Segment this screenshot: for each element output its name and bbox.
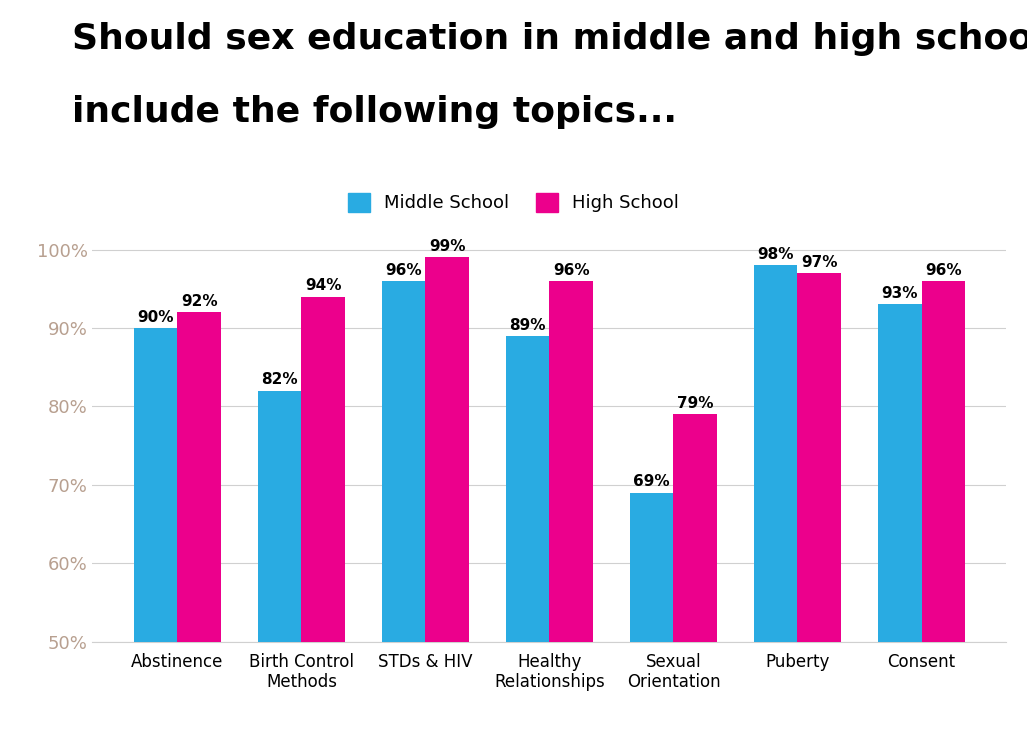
Text: 69%: 69%: [634, 475, 670, 489]
Bar: [506, 336, 549, 729]
Bar: [754, 265, 798, 729]
Legend: Middle School, High School: Middle School, High School: [339, 184, 688, 222]
Text: 96%: 96%: [553, 262, 589, 278]
Bar: [921, 281, 965, 729]
Bar: [178, 312, 221, 729]
Bar: [425, 257, 469, 729]
Bar: [630, 493, 674, 729]
Bar: [549, 281, 593, 729]
Bar: [798, 273, 841, 729]
Text: 99%: 99%: [429, 239, 465, 254]
Text: 79%: 79%: [677, 396, 714, 411]
Bar: [382, 281, 425, 729]
Bar: [258, 391, 301, 729]
Bar: [878, 305, 921, 729]
Bar: [674, 414, 717, 729]
Text: 93%: 93%: [881, 286, 918, 301]
Bar: [301, 297, 345, 729]
Text: 94%: 94%: [305, 278, 341, 293]
Bar: [134, 328, 178, 729]
Text: include the following topics...: include the following topics...: [72, 95, 677, 129]
Text: 89%: 89%: [509, 318, 546, 332]
Text: 98%: 98%: [758, 247, 794, 262]
Text: 96%: 96%: [925, 262, 961, 278]
Text: 97%: 97%: [801, 255, 837, 270]
Text: 82%: 82%: [262, 373, 298, 388]
Text: 90%: 90%: [138, 310, 174, 325]
Text: Should sex education in middle and high school: Should sex education in middle and high …: [72, 22, 1027, 56]
Text: 96%: 96%: [385, 262, 422, 278]
Text: 92%: 92%: [181, 294, 218, 309]
